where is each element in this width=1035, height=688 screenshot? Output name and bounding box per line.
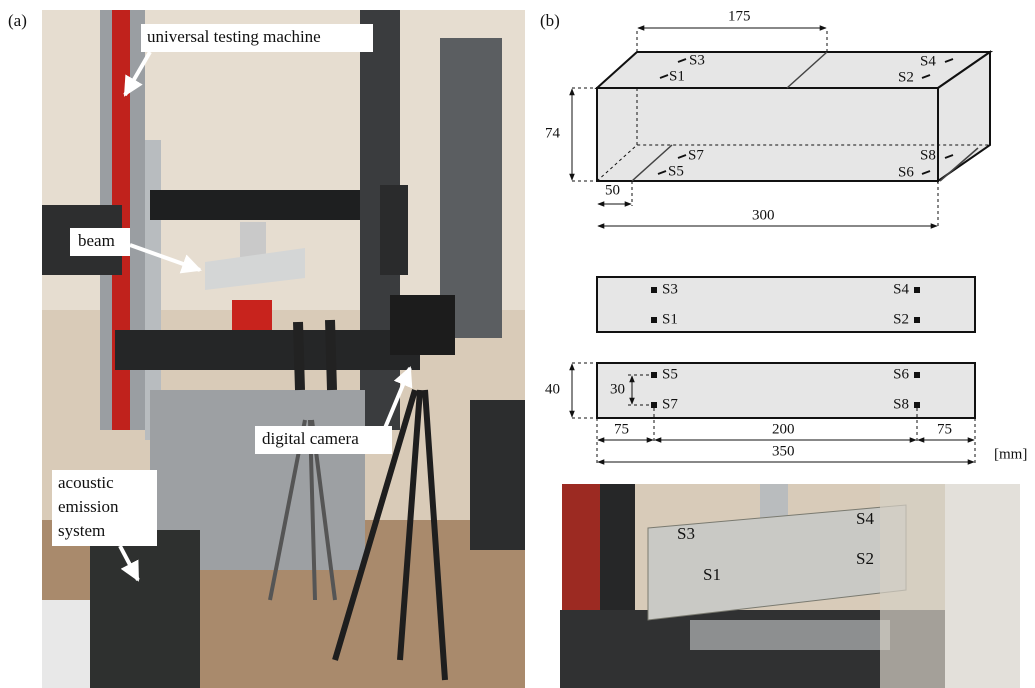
panel-label: (b) xyxy=(540,11,560,30)
sensor-label: S4 xyxy=(920,53,936,69)
dimension-label: 350 xyxy=(772,443,795,459)
shape xyxy=(90,530,200,688)
shape xyxy=(651,287,657,293)
dimension-label: 200 xyxy=(772,421,795,437)
sensor-label: S1 xyxy=(662,311,678,327)
sensor-label: S5 xyxy=(662,366,678,382)
shape xyxy=(380,185,408,275)
shape xyxy=(945,484,1020,688)
dimension-label: 40 xyxy=(545,381,560,397)
dimension-label: 75 xyxy=(937,421,952,437)
page: universal testing machine beam digital c… xyxy=(0,0,1035,688)
sensor-label: S8 xyxy=(920,147,936,163)
sensor-label: S1 xyxy=(669,68,685,84)
callout-label: digital camera xyxy=(262,429,359,448)
shape xyxy=(597,277,975,332)
sensor-label: S1 xyxy=(703,565,721,584)
shape xyxy=(651,317,657,323)
side-view: S5 S6 S7 S8 40 30 75 200 75 350 [mm] xyxy=(545,363,1027,465)
shape xyxy=(150,190,360,220)
shape xyxy=(115,330,420,370)
sensor-label: S5 xyxy=(668,163,684,179)
dimension-label: 50 xyxy=(605,182,620,198)
sensor-label: S7 xyxy=(688,147,704,163)
sensor-label: S3 xyxy=(662,281,678,297)
shape xyxy=(390,295,455,355)
sensor-label: S2 xyxy=(898,69,914,85)
callout-label: universal testing machine xyxy=(147,27,321,46)
dimension-label: 74 xyxy=(545,125,561,141)
unit-label: [mm] xyxy=(994,446,1027,462)
sensor-label: S6 xyxy=(893,366,909,382)
photo-b xyxy=(560,484,1020,688)
dimension-label: 75 xyxy=(614,421,629,437)
sensor-label: S8 xyxy=(893,396,909,412)
shape xyxy=(651,402,657,408)
sensor-label: S3 xyxy=(677,524,695,543)
isometric-view: S1 S2 S3 S4 S5 S6 S7 S8 175 74 50 300 xyxy=(545,8,990,228)
shape xyxy=(690,620,890,650)
shape xyxy=(440,38,502,338)
callout-label: beam xyxy=(78,231,115,250)
shape xyxy=(914,402,920,408)
sensor-label: S4 xyxy=(893,281,909,297)
panel-label: (a) xyxy=(8,11,27,30)
callout-label: emission xyxy=(58,497,119,516)
sensor-label: S6 xyxy=(898,164,914,180)
sensor-label: S2 xyxy=(856,549,874,568)
shape xyxy=(914,372,920,378)
dimension-label: 175 xyxy=(728,8,751,24)
top-view: S1 S2 S3 S4 xyxy=(597,277,975,332)
shape xyxy=(651,372,657,378)
callout-label: acoustic xyxy=(58,473,114,492)
sensor-label: S2 xyxy=(893,311,909,327)
figure: universal testing machine beam digital c… xyxy=(0,0,1035,688)
shape xyxy=(914,317,920,323)
dimension-label: 300 xyxy=(752,207,775,223)
photo-a xyxy=(42,10,525,688)
shape xyxy=(42,600,92,688)
callout-label: system xyxy=(58,521,105,540)
shape xyxy=(914,287,920,293)
sensor-label: S4 xyxy=(856,509,874,528)
dimension-label: 30 xyxy=(610,381,625,397)
sensor-label: S3 xyxy=(689,52,705,68)
sensor-label: S7 xyxy=(662,396,678,412)
shape xyxy=(470,400,525,550)
